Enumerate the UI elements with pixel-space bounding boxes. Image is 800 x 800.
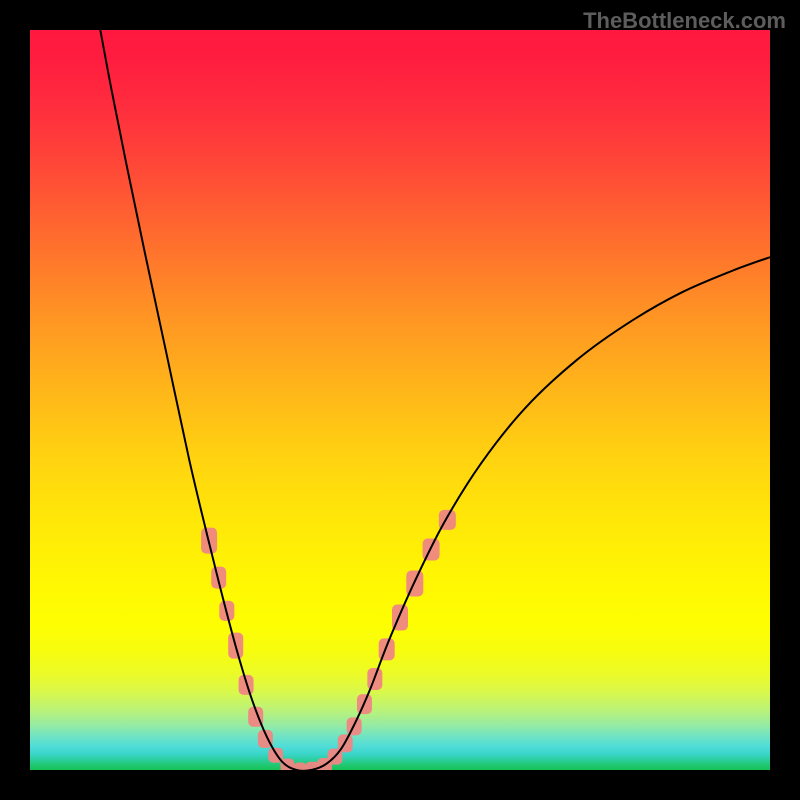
plot-gradient-background (30, 30, 770, 770)
chart-container: TheBottleneck.com (0, 0, 800, 800)
watermark-text: TheBottleneck.com (583, 8, 786, 34)
curve-marker (379, 638, 395, 660)
bottleneck-chart (0, 0, 800, 800)
